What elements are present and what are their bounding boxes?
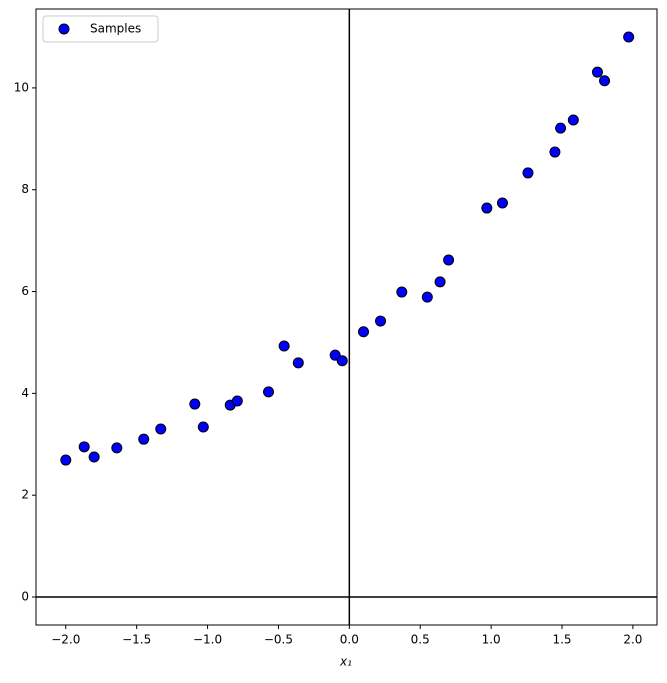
y-tick-label: 0 [21, 590, 29, 604]
scatter-point [336, 355, 348, 367]
scatter-point [358, 326, 370, 338]
scatter-point [138, 433, 150, 445]
x-tick-label: 2.0 [623, 633, 642, 647]
scatter-point [599, 75, 611, 87]
x-tick-label: 1.5 [552, 633, 571, 647]
scatter-point [421, 291, 433, 303]
x-tick-label: 0.5 [411, 633, 430, 647]
y-tick-label: 2 [21, 488, 29, 502]
scatter-point [88, 451, 100, 463]
scatter-point [329, 349, 341, 361]
scatter-point [189, 398, 201, 410]
x-tick-label: −0.5 [264, 633, 293, 647]
legend-label: Samples [90, 22, 141, 36]
x-tick-label: 1.0 [482, 633, 501, 647]
x-tick-label: −1.0 [193, 633, 222, 647]
plot-frame [35, 8, 658, 626]
scatter-point [481, 202, 493, 214]
scatter-point [443, 254, 455, 266]
scatter-point [60, 454, 72, 466]
legend-marker [58, 23, 70, 35]
x-tick-label: 0.0 [340, 633, 359, 647]
scatter-point [567, 114, 579, 126]
x-tick-label: −1.5 [122, 633, 151, 647]
scatter-point [496, 197, 508, 209]
scatter-point [155, 423, 167, 435]
y-tick-label: 4 [21, 386, 29, 400]
scatter-point [111, 442, 123, 454]
scatter-point [78, 441, 90, 453]
x-axis-label: x₁ [339, 655, 352, 669]
scatter-point [197, 421, 209, 433]
scatter-point [591, 66, 603, 78]
scatter-point [231, 395, 243, 407]
scatter-point [434, 276, 446, 288]
scatter-point [549, 146, 561, 158]
y-tick-label: 10 [14, 80, 29, 94]
y-tick-label: 8 [21, 182, 29, 196]
scatter-point [623, 31, 635, 43]
legend-box [42, 15, 159, 43]
scatter-point [555, 122, 567, 134]
scatter-point [278, 340, 290, 352]
x-tick-label: −2.0 [51, 633, 80, 647]
scatter-point [263, 386, 275, 398]
scatter-point [396, 286, 408, 298]
scatter-point [292, 357, 304, 369]
scatter-point [522, 167, 534, 179]
scatter-point [375, 315, 387, 327]
y-tick-label: 6 [21, 284, 29, 298]
